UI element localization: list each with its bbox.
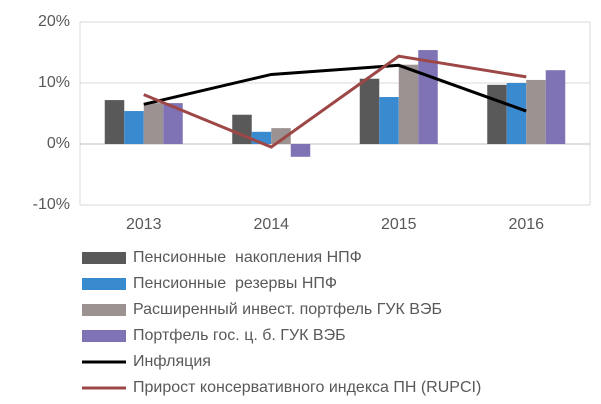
bar — [271, 128, 291, 144]
legend-label: Портфель гос. ц. б. ГУК ВЭБ — [133, 327, 346, 344]
line — [143, 63, 527, 113]
legend-label: Пенсионные резервы НПФ — [133, 275, 337, 292]
bar — [124, 111, 144, 144]
legend-label: Инфляция — [133, 353, 211, 370]
legend-swatch — [82, 304, 126, 316]
x-tick-label: 2015 — [381, 216, 417, 233]
legend-swatch — [82, 278, 126, 290]
bar — [290, 144, 311, 157]
bar — [398, 64, 419, 144]
bar — [418, 50, 438, 145]
legend-label: Пенсионные накопления НПФ — [133, 249, 362, 266]
x-tick-label: 2014 — [253, 216, 289, 233]
bar — [359, 78, 380, 144]
bar — [143, 103, 164, 144]
x-tick-label: 2013 — [126, 216, 162, 233]
bar — [506, 83, 527, 144]
legend-label: Расширенный инвест. портфель ГУК ВЭБ — [133, 301, 442, 318]
bar — [163, 103, 183, 144]
legend-swatch — [82, 330, 126, 342]
x-tick-label: 2016 — [508, 216, 544, 233]
bar — [232, 114, 252, 144]
bar — [487, 84, 507, 144]
bar — [545, 70, 566, 144]
y-tick-label: 10% — [38, 74, 70, 91]
bar — [379, 97, 399, 144]
y-tick-label: 20% — [38, 13, 70, 30]
bar — [104, 100, 125, 144]
legend-swatch — [82, 252, 126, 264]
line — [143, 54, 527, 149]
y-tick-label: -10% — [33, 196, 70, 213]
legend-label: Прирост консервативного индекса ПН (RUPC… — [133, 379, 481, 396]
bar — [526, 79, 546, 144]
y-tick-label: 0% — [47, 135, 70, 152]
